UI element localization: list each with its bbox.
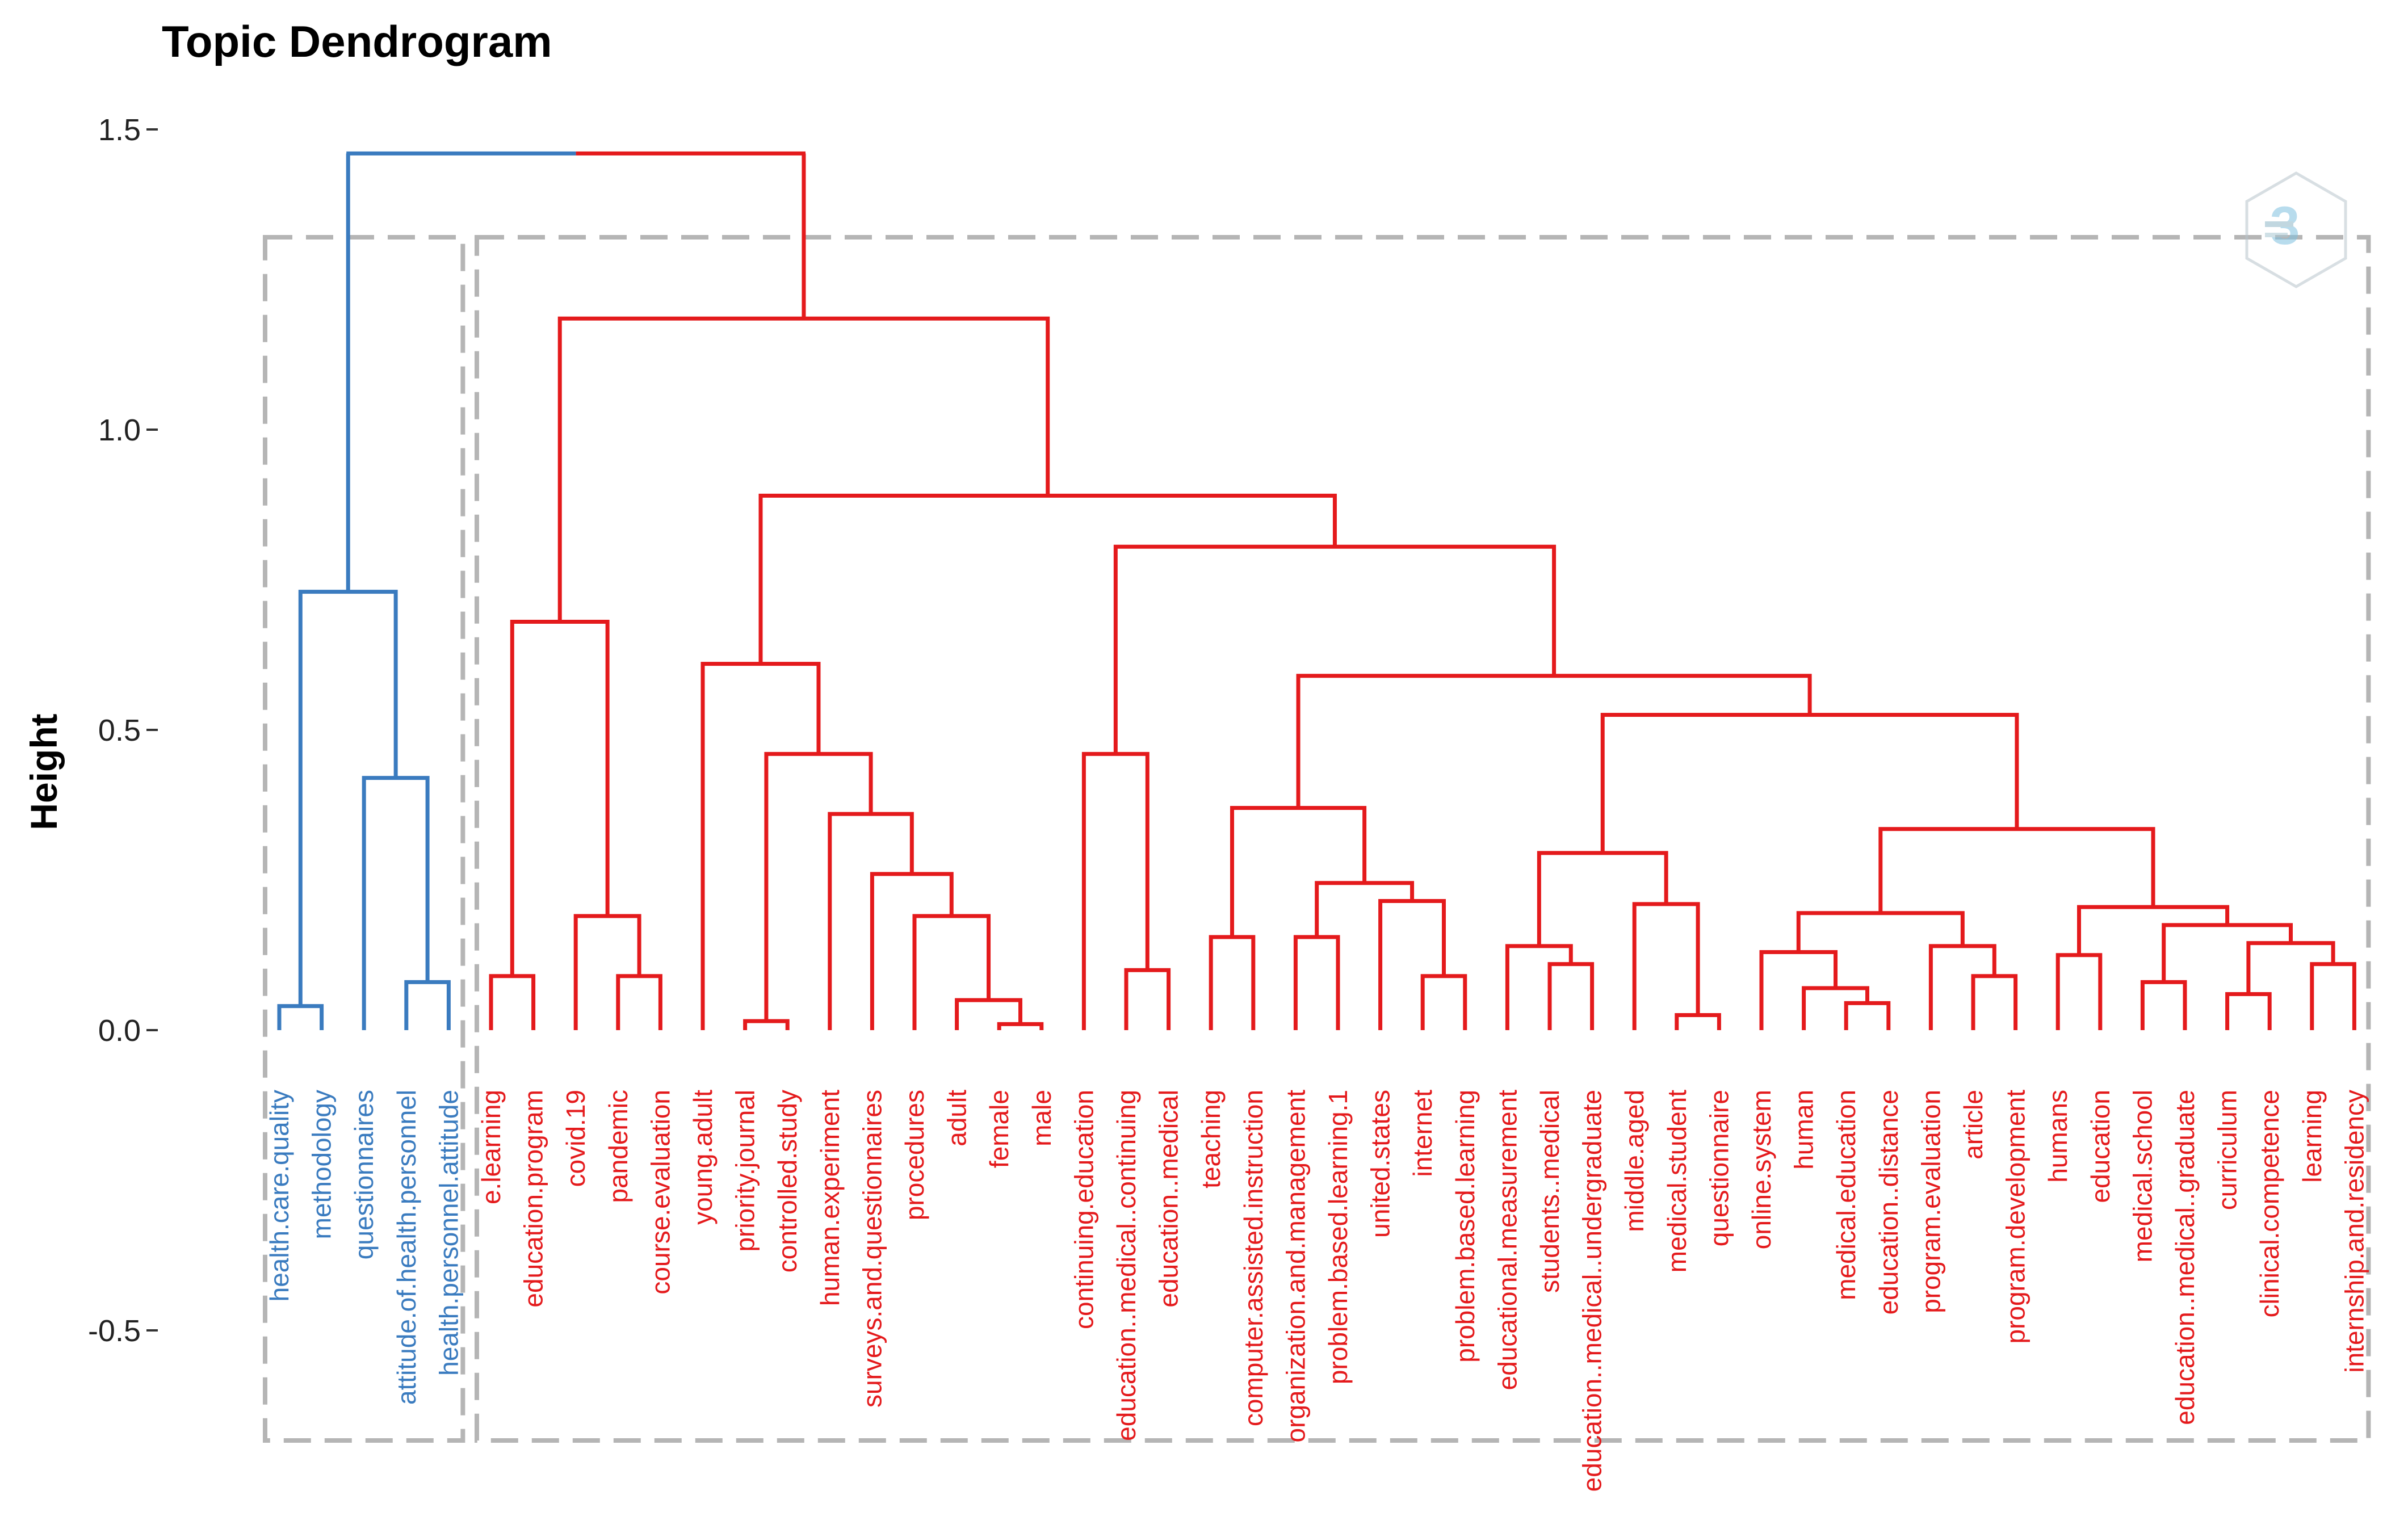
leaf-label: organization.and.management	[1281, 1090, 1310, 1443]
leaf-label: education.program	[519, 1090, 548, 1308]
leaf-label: medical.student	[1662, 1090, 1692, 1272]
leaf-label: human.experiment	[815, 1090, 845, 1306]
leaf-label: procedures	[900, 1090, 929, 1220]
y-axis-title: Height	[23, 713, 65, 830]
leaf-label: questionnaire	[1704, 1090, 1734, 1246]
leaf-label: education..medical..continuing	[1111, 1090, 1141, 1441]
leaf-label: teaching	[1196, 1090, 1226, 1188]
leaf-label: program.development	[2001, 1090, 2031, 1344]
leaf-label: questionnaires	[349, 1090, 379, 1259]
cluster-1-box	[263, 235, 465, 1443]
leaf-label: course.evaluation	[645, 1090, 675, 1295]
merge-link	[346, 151, 806, 592]
leaf-label: students..medical	[1535, 1090, 1564, 1293]
leaf-label: medical.school	[2128, 1090, 2157, 1262]
leaf-label: united.states	[1366, 1090, 1395, 1238]
leaf-label: continuing.education	[1069, 1090, 1098, 1329]
y-tick-label: -0.5	[88, 1314, 141, 1348]
y-tick-label: 0.5	[98, 713, 141, 747]
leaf-label: problem.based.learning.1	[1323, 1090, 1353, 1384]
hexagon-logo-icon: 3	[2245, 171, 2347, 288]
y-axis: 1.5 1.0 0.5 0.0 -0.5	[88, 113, 158, 1348]
dendrogram-links	[277, 151, 2356, 1030]
leaf-label: article	[1958, 1090, 1988, 1160]
leaf-label: methodology	[307, 1090, 337, 1239]
leaf-label: covid.19	[561, 1090, 590, 1187]
leaf-label: medical.education	[1831, 1090, 1861, 1300]
leaf-label: controlled.study	[773, 1090, 802, 1272]
leaf-label: health.care.quality	[265, 1090, 294, 1301]
leaf-label: education..medical..undergraduate	[1578, 1090, 1607, 1492]
leaf-label: program.evaluation	[1916, 1090, 1945, 1313]
leaf-label: clinical.competence	[2255, 1090, 2284, 1317]
cluster-2-box	[475, 235, 2371, 1443]
y-tick-label: 1.5	[98, 113, 141, 147]
leaf-label: female	[984, 1090, 1014, 1168]
leaf-label: attitude.of.health.personnel	[392, 1090, 421, 1405]
leaf-label: humans	[2043, 1090, 2073, 1183]
cluster-boxes	[263, 235, 2371, 1443]
leaf-label: pandemic	[603, 1090, 633, 1203]
leaf-label: educational.measurement	[1492, 1090, 1522, 1391]
leaf-label: curriculum	[2213, 1090, 2242, 1210]
leaf-label: young.adult	[688, 1090, 718, 1225]
leaf-label: health.personnel.attitude	[434, 1090, 463, 1376]
leaf-label: education	[2086, 1090, 2115, 1203]
leaf-label: priority.journal	[731, 1090, 760, 1251]
y-tick-label: 0.0	[98, 1014, 141, 1048]
chart-title: Topic Dendrogram	[162, 16, 552, 66]
leaf-label: surveys.and.questionnaires	[857, 1090, 887, 1408]
leaf-label: middle.aged	[1620, 1090, 1649, 1232]
leaf-label: computer.assisted.instruction	[1239, 1090, 1268, 1426]
leaf-label: male	[1027, 1090, 1056, 1146]
leaf-label: education..distance	[1874, 1090, 1903, 1314]
y-tick-label: 1.0	[98, 413, 141, 447]
leaf-label: adult	[942, 1090, 972, 1146]
leaf-label: problem.based.learning	[1450, 1090, 1480, 1363]
leaf-label: internship.and.residency	[2339, 1090, 2369, 1373]
leaf-label: online.system	[1747, 1090, 1776, 1249]
leaf-label: education..medical	[1154, 1090, 1184, 1308]
leaf-label: learning	[2297, 1090, 2327, 1183]
leaf-label: human	[1789, 1090, 1819, 1170]
leaf-label: e.learning	[476, 1090, 506, 1204]
leaf-label: education..medical..graduate	[2170, 1090, 2200, 1425]
leaf-labels: health.care.quality methodology questionna…	[265, 1090, 2369, 1492]
leaf-label: internet	[1408, 1090, 1437, 1177]
